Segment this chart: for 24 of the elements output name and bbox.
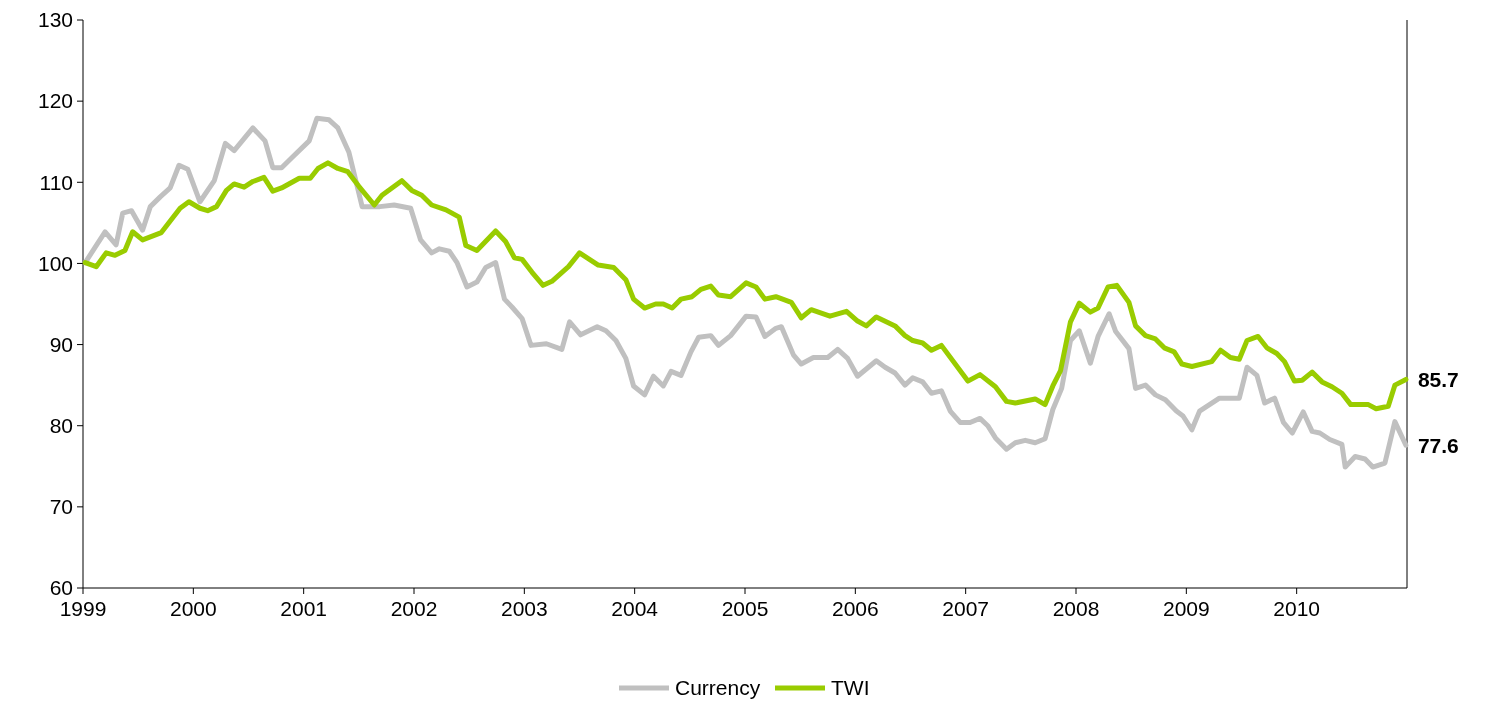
x-tick-label: 2006 xyxy=(831,597,879,620)
legend-label: TWI xyxy=(831,676,870,700)
x-tick-label: 2007 xyxy=(942,597,990,620)
y-tick-label: 120 xyxy=(37,89,73,113)
x-tick-label: 2005 xyxy=(721,597,769,620)
annotation: 77.6 xyxy=(1417,433,1459,457)
y-tick-label: 60 xyxy=(49,576,73,600)
x-tick-label: 2003 xyxy=(500,597,548,620)
x-tick-label: 1999 xyxy=(59,597,107,620)
x-tick-label: 2004 xyxy=(611,597,659,620)
x-tick-label: 2008 xyxy=(1052,597,1100,620)
y-tick-label: 110 xyxy=(39,170,73,194)
x-tick-label: 2010 xyxy=(1273,597,1321,620)
x-tick-label: 2002 xyxy=(390,597,438,620)
y-tick-label: 90 xyxy=(49,332,73,356)
x-tick-label: 2001 xyxy=(280,597,328,620)
y-tick-label: 80 xyxy=(49,414,73,438)
annotation: 85.7 xyxy=(1417,367,1459,391)
y-tick-label: 70 xyxy=(49,495,73,519)
x-tick-label: 2009 xyxy=(1162,597,1210,620)
x-tick-label: 2000 xyxy=(169,597,217,620)
y-tick-label: 100 xyxy=(37,251,73,275)
legend-label: Currency xyxy=(675,676,761,700)
y-tick-label: 130 xyxy=(37,8,73,32)
